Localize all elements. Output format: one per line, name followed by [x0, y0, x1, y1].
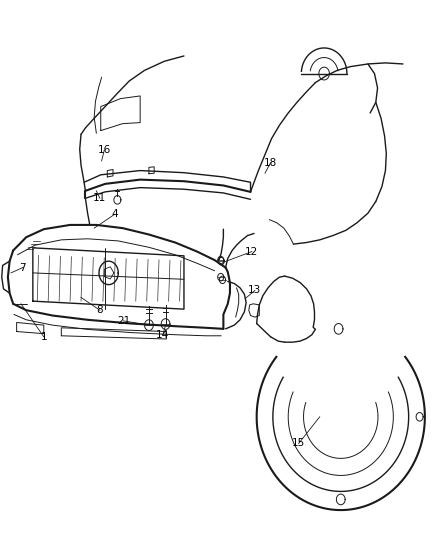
Text: 12: 12 [245, 247, 258, 256]
Text: 1: 1 [40, 332, 47, 342]
Text: 7: 7 [19, 263, 26, 272]
Text: 8: 8 [96, 305, 103, 315]
Text: 4: 4 [111, 209, 118, 219]
Text: 21: 21 [117, 316, 130, 326]
Text: 15: 15 [292, 439, 305, 448]
Text: 18: 18 [264, 158, 277, 167]
Text: 16: 16 [98, 146, 111, 155]
Text: 13: 13 [248, 286, 261, 295]
Text: 14: 14 [156, 330, 170, 340]
Text: 11: 11 [93, 193, 106, 203]
